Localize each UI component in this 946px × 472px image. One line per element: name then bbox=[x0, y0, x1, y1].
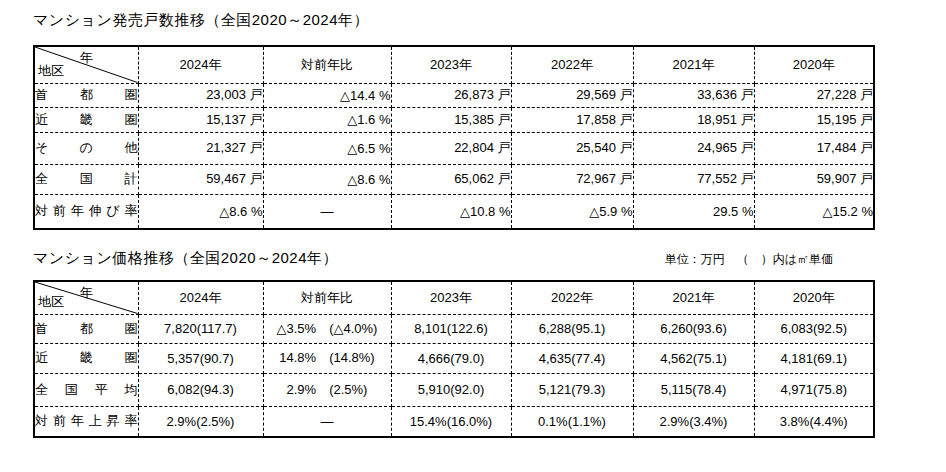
data-cell: 29.5 % bbox=[633, 194, 754, 229]
data-cell: 25,540 戸 bbox=[511, 132, 633, 164]
data-cell: 14.8% (14.8%) bbox=[263, 343, 391, 373]
price-table: 年 地区 2024年 対前年比 2023年 2022年 2021年 2020年 … bbox=[33, 280, 875, 438]
spreadsheet-canvas: マンション発売戸数推移（全国2020～2024年） 年 地区 2024年 対前年… bbox=[0, 0, 946, 472]
region-row-label: その他 bbox=[34, 132, 138, 164]
data-cell: 65,062 戸 bbox=[391, 164, 511, 194]
data-cell: △15.2 % bbox=[754, 194, 874, 229]
data-cell: 0.1%(1.1%) bbox=[511, 406, 633, 437]
data-cell: 6,260(93.6) bbox=[633, 314, 754, 343]
data-cell: △6.5 % bbox=[263, 132, 391, 164]
data-cell: 15,137 戸 bbox=[138, 107, 263, 132]
data-cell: △3.5% (△4.0%) bbox=[263, 314, 391, 343]
table-row: 全国平均 6,082(94.3) 2.9% (2.5%) 5,910(92.0)… bbox=[34, 373, 874, 406]
table-header-row: 年 地区 2024年 対前年比 2023年 2022年 2021年 2020年 bbox=[34, 46, 874, 83]
data-cell: 3.8%(4.4%) bbox=[754, 406, 874, 437]
data-cell: △5.9 % bbox=[511, 194, 633, 229]
data-cell: 2.9%(2.5%) bbox=[138, 406, 263, 437]
data-cell: 2.9%(3.4%) bbox=[633, 406, 754, 437]
data-cell: 5,357(90.7) bbox=[138, 343, 263, 373]
corner-cell: 年 地区 bbox=[34, 281, 138, 314]
region-row-label: 首都圏 bbox=[34, 83, 138, 107]
region-row-label: 近畿圏 bbox=[34, 107, 138, 132]
corner-region-label: 地区 bbox=[38, 62, 64, 80]
data-cell: 77,552 戸 bbox=[633, 164, 754, 194]
data-cell: 6,083(92.5) bbox=[754, 314, 874, 343]
yoy-growth-row-label: 対前年伸び率 bbox=[34, 194, 138, 229]
yoy-column-header: 対前年比 bbox=[263, 46, 391, 83]
table-row: 近畿圏 5,357(90.7) 14.8% (14.8%) 4,666(79.0… bbox=[34, 343, 874, 373]
data-cell: 26,873 戸 bbox=[391, 83, 511, 107]
year-column-header: 2020年 bbox=[754, 46, 874, 83]
sales-table: 年 地区 2024年 対前年比 2023年 2022年 2021年 2020年 … bbox=[33, 45, 875, 230]
data-cell: 23,003 戸 bbox=[138, 83, 263, 107]
table-row: 全国計 59,467 戸 △8.6 % 65,062 戸 72,967 戸 77… bbox=[34, 164, 874, 194]
data-cell: 5,121(79.3) bbox=[511, 373, 633, 406]
data-cell: 18,951 戸 bbox=[633, 107, 754, 132]
data-cell: — bbox=[263, 406, 391, 437]
data-cell: 4,562(75.1) bbox=[633, 343, 754, 373]
table-row: 対前年伸び率 △8.6 % — △10.8 % △5.9 % 29.5 % △1… bbox=[34, 194, 874, 229]
table-row: 対前年上昇率 2.9%(2.5%) — 15.4%(16.0%) 0.1%(1.… bbox=[34, 406, 874, 437]
data-cell: 22,804 戸 bbox=[391, 132, 511, 164]
data-cell: 4,635(77.4) bbox=[511, 343, 633, 373]
data-cell: △14.4 % bbox=[263, 83, 391, 107]
data-cell: 8,101(122.6) bbox=[391, 314, 511, 343]
table-row: その他 21,327 戸 △6.5 % 22,804 戸 25,540 戸 24… bbox=[34, 132, 874, 164]
region-row-label: 全国計 bbox=[34, 164, 138, 194]
data-cell: △8.6 % bbox=[138, 194, 263, 229]
data-cell: 7,820(117.7) bbox=[138, 314, 263, 343]
yoy-column-header: 対前年比 bbox=[263, 281, 391, 314]
year-column-header: 2020年 bbox=[754, 281, 874, 314]
table-row: 首都圏 7,820(117.7) △3.5% (△4.0%) 8,101(122… bbox=[34, 314, 874, 343]
data-cell: 15.4%(16.0%) bbox=[391, 406, 511, 437]
year-column-header: 2024年 bbox=[138, 281, 263, 314]
sales-table-title: マンション発売戸数推移（全国2020～2024年） bbox=[33, 11, 369, 30]
data-cell: 4,181(69.1) bbox=[754, 343, 874, 373]
year-column-header: 2023年 bbox=[391, 46, 511, 83]
data-cell: 21,327 戸 bbox=[138, 132, 263, 164]
data-cell: 33,636 戸 bbox=[633, 83, 754, 107]
data-cell: 29,569 戸 bbox=[511, 83, 633, 107]
data-cell: 17,484 戸 bbox=[754, 132, 874, 164]
data-cell: △8.6 % bbox=[263, 164, 391, 194]
data-cell: 15,385 戸 bbox=[391, 107, 511, 132]
data-cell: — bbox=[263, 194, 391, 229]
data-cell: 6,288(95.1) bbox=[511, 314, 633, 343]
table-row: 近畿圏 15,137 戸 △1.6 % 15,385 戸 17,858 戸 18… bbox=[34, 107, 874, 132]
region-row-label: 近畿圏 bbox=[34, 343, 138, 373]
table-row: 首都圏 23,003 戸 △14.4 % 26,873 戸 29,569 戸 3… bbox=[34, 83, 874, 107]
year-column-header: 2022年 bbox=[511, 46, 633, 83]
year-column-header: 2024年 bbox=[138, 46, 263, 83]
data-cell: 27,228 戸 bbox=[754, 83, 874, 107]
corner-region-label: 地区 bbox=[38, 293, 64, 311]
data-cell: 72,967 戸 bbox=[511, 164, 633, 194]
year-column-header: 2023年 bbox=[391, 281, 511, 314]
year-column-header: 2021年 bbox=[633, 281, 754, 314]
data-cell: 15,195 戸 bbox=[754, 107, 874, 132]
year-column-header: 2022年 bbox=[511, 281, 633, 314]
region-row-label: 全国平均 bbox=[34, 373, 138, 406]
table-header-row: 年 地区 2024年 対前年比 2023年 2022年 2021年 2020年 bbox=[34, 281, 874, 314]
data-cell: 59,467 戸 bbox=[138, 164, 263, 194]
yoy-increase-row-label: 対前年上昇率 bbox=[34, 406, 138, 437]
data-cell: 24,965 戸 bbox=[633, 132, 754, 164]
region-row-label: 首都圏 bbox=[34, 314, 138, 343]
data-cell: 5,910(92.0) bbox=[391, 373, 511, 406]
data-cell: 6,082(94.3) bbox=[138, 373, 263, 406]
data-cell: 2.9% (2.5%) bbox=[263, 373, 391, 406]
data-cell: 4,971(75.8) bbox=[754, 373, 874, 406]
data-cell: △10.8 % bbox=[391, 194, 511, 229]
corner-cell: 年 地区 bbox=[34, 46, 138, 83]
data-cell: 5,115(78.4) bbox=[633, 373, 754, 406]
year-column-header: 2021年 bbox=[633, 46, 754, 83]
data-cell: 59,907 戸 bbox=[754, 164, 874, 194]
data-cell: 4,666(79.0) bbox=[391, 343, 511, 373]
unit-note: 単位：万円 （ ）内は㎡単価 bbox=[33, 251, 833, 268]
data-cell: △1.6 % bbox=[263, 107, 391, 132]
data-cell: 17,858 戸 bbox=[511, 107, 633, 132]
